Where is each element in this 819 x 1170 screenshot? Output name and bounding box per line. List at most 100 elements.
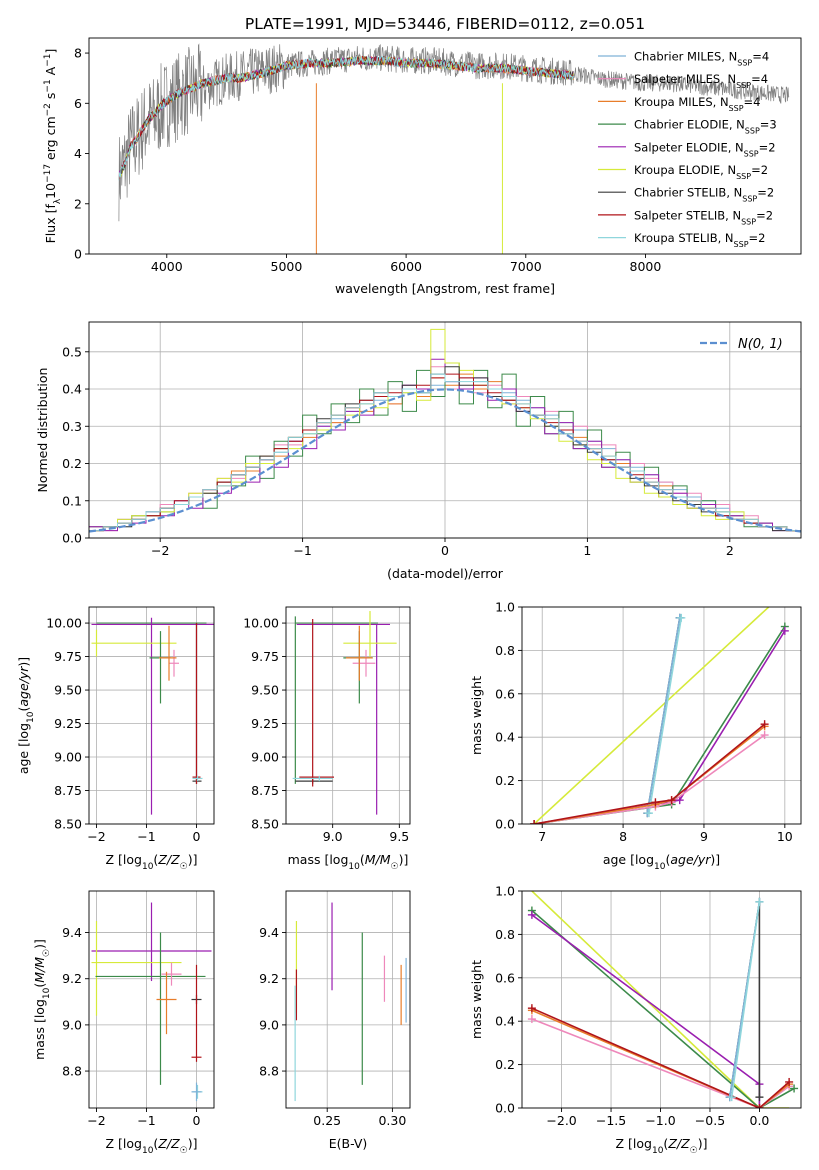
data-spectrum-line [118,43,790,222]
x-tick-label: 8000 [630,259,662,274]
massweight_vs_Z-lines [527,891,799,1108]
plot-frame [521,606,802,825]
x-tick-label: 7 [538,829,546,844]
y-tick-label: 9.4 [62,925,82,940]
x-tick-label: −1 [137,829,155,844]
legend-label: Kroupa STELIB, NSSP=2 [634,231,765,249]
histograms [89,328,801,533]
residuals-frame: −2 −1 0 1 2 0.0 0.1 0.2 0.3 0.4 0.5 [62,321,802,558]
x-tick-label: 9.0 [323,829,343,844]
weight-line [533,630,786,824]
y-tick-label: 9.00 [251,750,279,765]
y-tick-label: 9.25 [54,716,82,731]
y-tick-label: 8.8 [62,1064,82,1079]
y-tick-label: 9.75 [251,649,279,664]
x-tick-label: 2 [726,543,734,558]
legend-label: Chabrier ELODIE, NSSP=3 [634,118,777,136]
x-tick-label: 4000 [151,259,183,274]
x-tick-label: 5000 [271,259,303,274]
y-tick-label: 8.50 [54,817,82,832]
y-tick-label: 8.50 [251,817,279,832]
x-tick-label: −2.0 [546,1113,576,1128]
x-tick-label: 9 [700,829,708,844]
y-tick-label: 10.00 [46,616,82,631]
x-tick-label: −1.0 [645,1113,675,1128]
y-tick-label: 0.6 [495,686,515,701]
y-tick-label: 0.0 [495,1101,515,1116]
massweight_vs_age-lines [530,607,789,824]
weight-line [730,901,761,1098]
y-tick-label: 9.4 [259,925,279,940]
weight-line [533,723,766,824]
y-tick-label: 9.0 [259,1017,279,1032]
x-axis-label: wavelength [Angstrom, rest frame] [335,281,555,296]
y-tick-label: 0.3 [62,419,82,434]
spectrum-frame: 4000 5000 6000 7000 8000 0 2 4 6 8 [74,37,802,274]
figure-title: PLATE=1991, MJD=53446, FIBERID=0112, z=0… [245,15,645,33]
model-spectrum-line [118,55,574,181]
y-tick-label: 9.2 [62,971,82,986]
x-axis-label: E(B-V) [329,1136,368,1151]
legend-label: N(0, 1) [738,337,783,352]
mass_vs_ebv-points [294,902,407,1102]
y-tick-label: 0.2 [495,1057,515,1072]
x-tick-label: −2 [151,543,169,558]
y-axis-label: age [log10(age/yr)] [16,657,36,774]
histogram-step-line [89,366,801,532]
spectrum-lines [118,43,790,254]
spectrum-legend: Chabrier MILES, NSSP=4 Salpeter MILES, NS… [598,50,777,249]
gaussian-curve [89,388,801,533]
x-axis-label: (data-model)/error [387,566,504,581]
y-tick-label: 0.5 [62,344,82,359]
plot-frame [88,890,215,1109]
y-tick-label: 9.0 [62,1017,82,1032]
x-tick-label: −2 [87,1113,105,1128]
legend-label: Salpeter ELODIE, NSSP=2 [634,140,776,158]
weight-line [531,909,795,1108]
y-tick-label: 0.2 [62,456,82,471]
y-tick-label: 9.2 [259,971,279,986]
age_vs_mass-points [292,611,397,815]
x-tick-label: 8 [619,829,627,844]
y-tick-label: 9.50 [54,683,82,698]
y-tick-label: 10.00 [243,616,279,631]
plot-frame [88,37,802,255]
legend-label: Salpeter STELIB, NSSP=2 [634,208,773,226]
y-tick-label: 8.75 [251,783,279,798]
y-tick-label: 9.75 [54,649,82,664]
x-axis-label: Z [log10(Z/Z☉)] [106,1136,198,1156]
y-tick-label: 8 [74,46,82,61]
x-tick-label: 0 [441,543,449,558]
y-tick-label: 4 [74,146,82,161]
x-tick-label: −1 [137,1113,155,1128]
x-tick-label: −1.5 [596,1113,626,1128]
x-tick-label: 6000 [390,259,422,274]
plot-frame [285,606,411,825]
mass_vs_ebv-frame: 0.25 0.30 8.8 9.0 9.2 9.4 [259,890,411,1128]
weight-line [646,617,681,814]
x-tick-label: 10 [777,829,793,844]
x-axis-label: age [log10(age/yr)] [603,852,720,872]
weight-line [533,607,770,824]
weight-line [531,1009,790,1108]
y-tick-label: 1.0 [495,600,515,615]
y-tick-label: 9.50 [251,683,279,698]
age_vs_mass-frame: 9.0 9.5 8.50 8.75 9.00 9.25 9.50 9.75 10.00 [243,606,411,844]
y-tick-label: 0.8 [495,927,515,942]
weight-line [533,626,786,824]
y-axis-label: mass weight [469,960,484,1039]
x-tick-label: 0.25 [313,1113,341,1128]
x-tick-label: 0.0 [750,1113,770,1128]
y-tick-label: 0.4 [495,1014,515,1029]
plot-frame [285,890,411,1109]
age_vs_mass-axes [286,607,410,825]
y-tick-label: 8.8 [259,1064,279,1079]
x-tick-label: 9.5 [389,829,409,844]
weight-line [533,725,766,824]
histogram-step-line [89,373,801,532]
y-tick-label: 0 [74,247,82,262]
mass_vs_Z-frame: −2 −1 0 8.8 9.0 9.2 9.4 [62,890,215,1128]
y-tick-label: 0.8 [495,643,515,658]
age_vs_Z-points [91,617,214,815]
